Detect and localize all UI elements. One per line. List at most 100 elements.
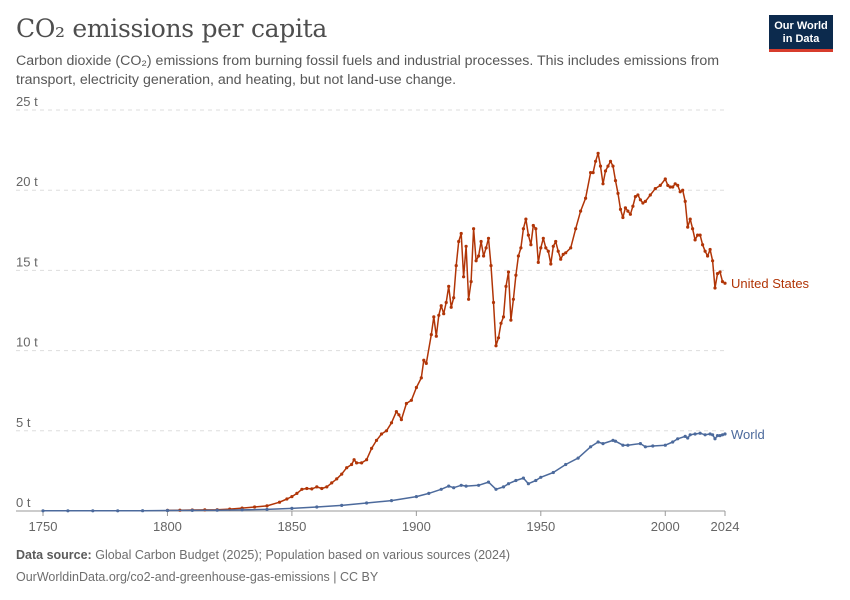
data-point [496,336,501,340]
data-point [574,227,578,231]
data-point [696,233,700,237]
data-point [325,485,329,489]
data-point [300,487,304,491]
data-point [190,508,194,512]
data-point [613,179,618,183]
data-point [589,171,593,175]
data-point [447,284,451,288]
data-point [519,246,523,250]
data-point [698,233,702,237]
data-point [643,199,648,203]
data-point [141,509,145,513]
data-point [424,361,428,365]
data-source-text: Global Carbon Budget (2025); Population … [95,548,511,562]
data-point [638,198,643,202]
data-point [693,238,697,242]
data-point [673,182,677,186]
data-point [215,508,219,512]
data-source-label: Data source: [16,548,92,562]
data-point [285,497,289,501]
data-point [464,484,468,488]
data-point [618,207,623,211]
data-point [437,313,441,317]
data-point [330,481,334,485]
data-point [663,443,667,447]
data-point [514,478,518,483]
data-point [315,485,319,489]
data-point [703,433,707,437]
data-point [290,495,294,499]
x-tick-label: 1800 [153,519,182,534]
data-point [569,246,573,250]
data-point [606,164,610,168]
data-point [718,434,722,438]
data-point [434,334,438,338]
data-point [340,472,344,476]
data-point [452,296,456,300]
data-point [511,297,515,301]
data-point [546,249,550,253]
url-license-line[interactable]: OurWorldinData.org/co2-and-greenhouse-ga… [16,570,379,584]
data-point [509,318,513,322]
data-point [457,239,461,244]
data-point [676,437,680,441]
x-tick-label: 1950 [526,519,555,534]
data-point [404,401,408,406]
series-labels: United States World [731,276,810,442]
data-point [506,482,511,486]
data-point [499,321,503,325]
data-point [594,159,598,163]
data-point [671,440,675,444]
data-point [365,501,369,505]
series-lines [41,151,727,513]
data-point [641,201,645,205]
data-point [554,239,558,244]
data-point [723,281,727,285]
x-tick-label: 2024 [711,519,740,534]
data-point [626,209,630,213]
data-source-line: Data source: Global Carbon Budget (2025)… [16,548,510,562]
data-point [486,480,491,484]
data-point [564,251,568,255]
data-point [444,300,448,305]
y-tick-label: 15 t [16,254,38,269]
data-point [165,508,170,513]
y-axis-tick-labels: 0 t 5 t 10 t 15 t 20 t 25 t [16,96,38,510]
data-point [651,444,655,448]
data-point [365,458,369,462]
owid-logo[interactable]: Our World in Data [769,15,833,52]
data-point [397,413,401,417]
data-point [489,264,493,268]
data-point [584,196,588,200]
data-point [715,434,720,438]
data-point [711,259,715,263]
data-point [551,470,555,475]
data-point [290,506,294,510]
data-point [720,433,725,437]
grid-lines [16,109,725,432]
data-point [374,438,379,442]
data-point [345,466,349,470]
data-point [703,249,707,253]
data-point [472,227,476,231]
data-point [626,443,630,447]
series-united-states [165,151,727,512]
chart-title: CO₂ emissions per capita [16,14,328,43]
data-point [701,243,705,247]
series-label-world: World [731,427,765,442]
data-point [713,437,717,441]
x-axis: 1750 1800 1850 1900 1950 2000 2024 [16,510,740,534]
data-point [708,432,712,436]
data-point [462,275,466,279]
series-world [41,431,727,513]
data-point [688,217,692,221]
data-point [668,185,672,189]
data-point [549,262,553,266]
data-point [66,509,70,513]
data-point [427,491,431,495]
data-point [663,177,667,181]
data-point [544,246,548,250]
data-point [678,190,682,194]
data-point [539,246,543,250]
data-point [277,500,282,504]
